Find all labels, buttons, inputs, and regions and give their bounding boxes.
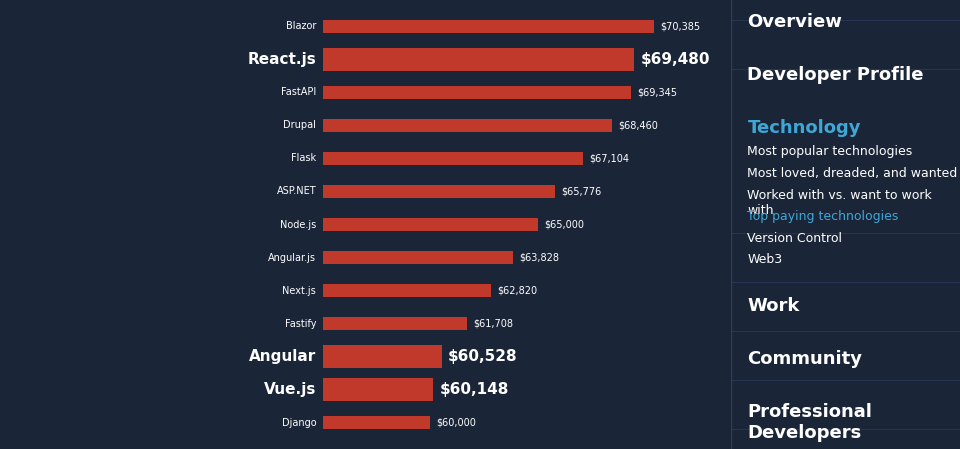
Text: Drupal: Drupal — [283, 120, 316, 131]
Text: Most loved, dreaded, and wanted: Most loved, dreaded, and wanted — [748, 167, 958, 180]
Text: Top paying technologies: Top paying technologies — [748, 210, 899, 223]
Text: Overview: Overview — [748, 13, 842, 31]
Text: $68,460: $68,460 — [618, 120, 659, 131]
Text: Community: Community — [748, 350, 862, 368]
Bar — [323, 317, 467, 330]
Text: ASP.NET: ASP.NET — [276, 186, 316, 197]
Bar — [323, 119, 612, 132]
Text: Next.js: Next.js — [282, 286, 316, 295]
Bar — [323, 86, 632, 99]
Text: Angular.js: Angular.js — [268, 252, 316, 263]
Text: Web3: Web3 — [748, 253, 782, 266]
Text: Django: Django — [281, 418, 316, 427]
Text: $65,000: $65,000 — [544, 220, 585, 229]
Text: FastAPI: FastAPI — [281, 88, 316, 97]
Text: $69,480: $69,480 — [640, 52, 710, 67]
Text: Developer Profile: Developer Profile — [748, 66, 924, 84]
Bar — [323, 416, 430, 429]
Bar — [323, 185, 555, 198]
Text: Node.js: Node.js — [280, 220, 316, 229]
Text: Blazor: Blazor — [286, 22, 316, 31]
Text: $60,148: $60,148 — [440, 382, 509, 397]
Text: $60,000: $60,000 — [437, 418, 476, 427]
Text: Version Control: Version Control — [748, 232, 843, 245]
Text: $61,708: $61,708 — [473, 318, 514, 329]
Bar — [323, 152, 583, 165]
Bar — [323, 218, 538, 231]
Text: $67,104: $67,104 — [589, 154, 630, 163]
Text: Flask: Flask — [291, 154, 316, 163]
Text: Vue.js: Vue.js — [264, 382, 316, 397]
Text: $63,828: $63,828 — [519, 252, 559, 263]
Text: $60,528: $60,528 — [448, 349, 517, 364]
Bar — [323, 345, 442, 369]
Text: $70,385: $70,385 — [660, 22, 700, 31]
Bar — [323, 48, 635, 71]
Text: Angular: Angular — [249, 349, 316, 364]
Text: $62,820: $62,820 — [497, 286, 538, 295]
Bar — [323, 284, 491, 297]
Text: $69,345: $69,345 — [637, 88, 678, 97]
Text: Technology: Technology — [748, 119, 861, 137]
Bar — [323, 251, 513, 264]
Text: Fastify: Fastify — [285, 318, 316, 329]
Bar — [323, 378, 433, 401]
Text: React.js: React.js — [248, 52, 316, 67]
Text: Professional Developers: Professional Developers — [748, 403, 873, 442]
Text: Most popular technologies: Most popular technologies — [748, 145, 913, 158]
Text: Work: Work — [748, 297, 800, 315]
Text: $65,776: $65,776 — [561, 186, 601, 197]
Bar — [323, 20, 654, 33]
Text: Worked with vs. want to work with: Worked with vs. want to work with — [748, 189, 932, 216]
